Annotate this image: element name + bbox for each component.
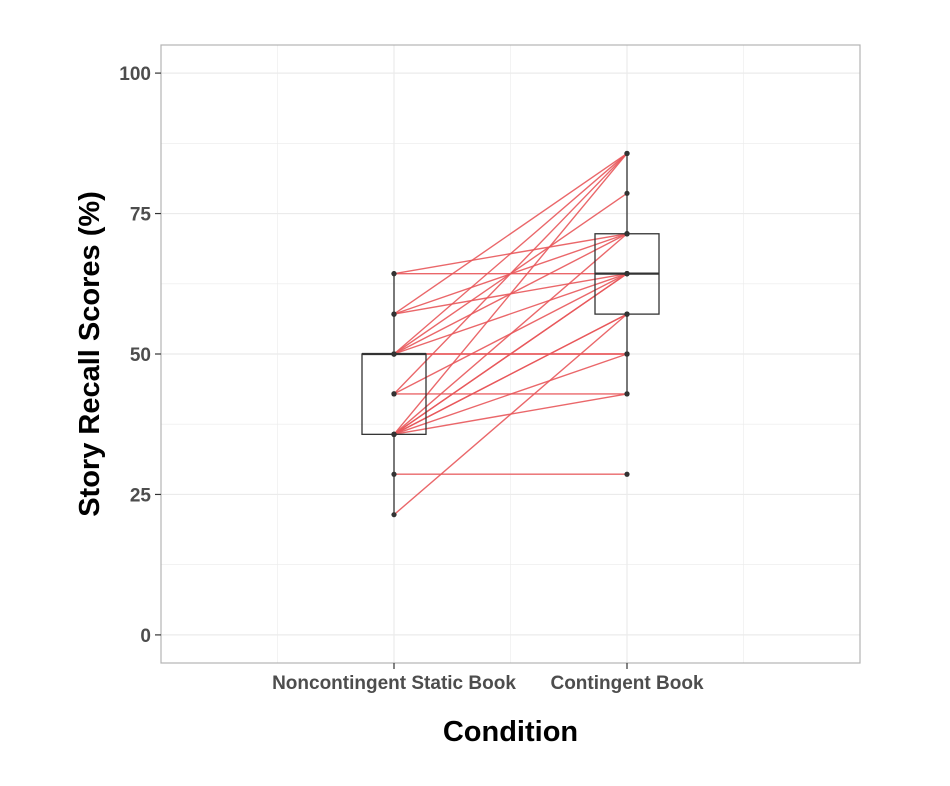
- x-tick-label: Contingent Book: [550, 673, 703, 694]
- y-tick-label: 75: [130, 205, 152, 226]
- paired-line: [393, 272, 628, 355]
- y-tick-label: 0: [140, 626, 151, 647]
- paired-line: [393, 272, 628, 315]
- paired-line: [393, 233, 628, 275]
- x-axis-title: Condition: [443, 716, 578, 748]
- points: [391, 150, 630, 518]
- paired-line: [393, 152, 628, 315]
- paired-line: [393, 273, 628, 395]
- y-tick-label: 50: [130, 345, 151, 366]
- paired-lines: [393, 152, 628, 516]
- data-point: [624, 391, 630, 397]
- ticks: 0 25 50 75 100 Noncontingent Static Book Conti…: [119, 64, 704, 694]
- data-point: [624, 471, 630, 477]
- data-point: [624, 190, 630, 196]
- data-point: [624, 311, 630, 317]
- y-tick-label: 25: [130, 485, 152, 506]
- y-axis-title: Story Recall Scores (%): [74, 191, 106, 517]
- data-point: [391, 271, 397, 277]
- paired-line: [393, 393, 628, 436]
- paired-line: [393, 313, 628, 435]
- y-tick-label: 100: [119, 64, 151, 85]
- data-point: [624, 231, 630, 237]
- data-point: [391, 471, 397, 477]
- data-point: [391, 351, 397, 357]
- data-point: [624, 150, 630, 157]
- data-point: [624, 351, 630, 357]
- data-point: [624, 271, 630, 277]
- data-point: [391, 391, 397, 397]
- data-point: [391, 512, 397, 518]
- x-tick-label: Noncontingent Static Book: [272, 673, 516, 694]
- data-point: [391, 431, 397, 437]
- data-point: [391, 311, 397, 317]
